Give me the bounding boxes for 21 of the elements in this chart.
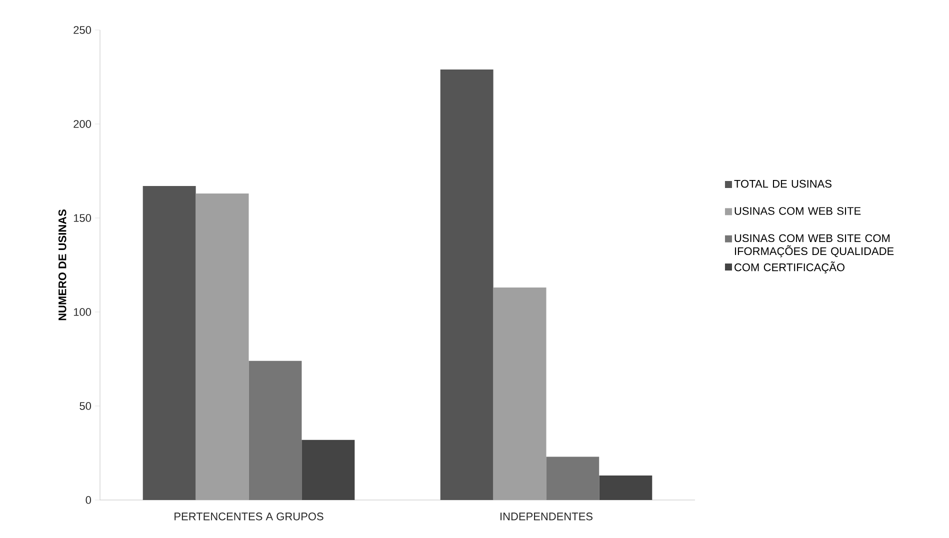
- legend-label: COM CERTIFICAÇÃO: [734, 261, 844, 274]
- bar: [248, 360, 302, 500]
- legend-label: USINAS COM WEB SITE COM IFORMAÇÕES DE QUALIDADE: [734, 234, 894, 258]
- y-tick-label: 150: [74, 214, 92, 222]
- y-tick-label: 50: [80, 402, 92, 410]
- legend-label: TOTAL DE USINAS: [734, 180, 832, 188]
- bar: [196, 194, 249, 500]
- y-tick-label: 0: [86, 496, 92, 504]
- y-tick-label: 200: [74, 120, 92, 128]
- x-tick-label: INDEPENDENTES: [500, 512, 592, 520]
- bar: [493, 288, 546, 500]
- bar: [599, 476, 652, 500]
- legend-label: USINAS COM WEB SITE: [734, 207, 861, 215]
- bar: [440, 69, 494, 500]
- bar: [546, 456, 600, 500]
- bar: [142, 186, 196, 500]
- y-axis-title: NUMERO DE USINAS: [58, 210, 66, 320]
- bar: [302, 440, 355, 500]
- y-tick-label: 250: [74, 26, 92, 34]
- y-tick-label: 100: [74, 308, 92, 316]
- x-tick-label: PERTENCENTES A GRUPOS: [174, 512, 324, 520]
